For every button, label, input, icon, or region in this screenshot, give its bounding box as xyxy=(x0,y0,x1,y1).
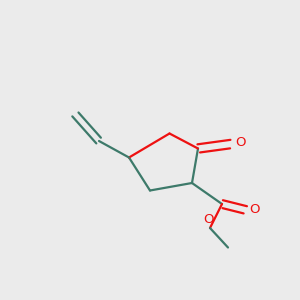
Text: O: O xyxy=(235,136,245,149)
Text: O: O xyxy=(203,213,214,226)
Text: O: O xyxy=(250,202,260,216)
